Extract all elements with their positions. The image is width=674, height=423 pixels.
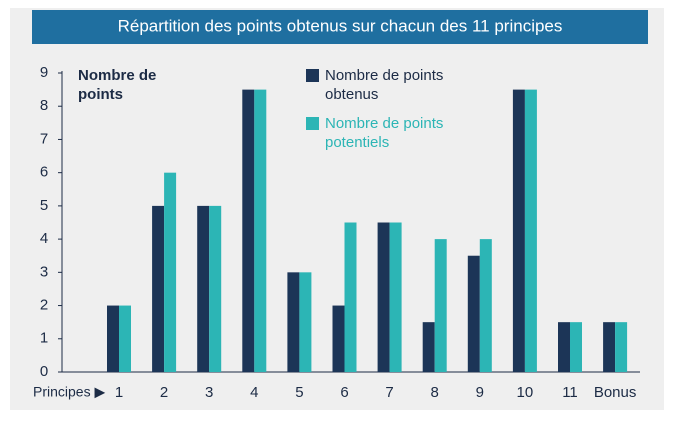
bar — [615, 322, 628, 372]
bar — [467, 255, 480, 372]
bar — [299, 272, 312, 372]
bar — [422, 322, 435, 372]
y-tick-label: 7 — [40, 130, 48, 147]
legend-swatch — [306, 69, 319, 82]
bar — [287, 272, 300, 372]
bar — [242, 89, 255, 372]
x-tick-label: 8 — [431, 384, 439, 401]
y-tick-label: 1 — [40, 330, 48, 347]
bar — [389, 222, 402, 372]
y-tick-label: 8 — [40, 97, 48, 114]
bar — [332, 305, 345, 372]
y-tick-label: 6 — [40, 164, 48, 181]
x-tick-label: 6 — [340, 384, 348, 401]
legend-label: Nombre de points obtenus — [325, 67, 444, 103]
title-banner — [32, 10, 648, 44]
bar — [512, 89, 525, 372]
bar — [152, 205, 165, 372]
x-tick-label: 5 — [295, 384, 303, 401]
bar — [197, 205, 210, 372]
x-tick-label: 11 — [562, 384, 578, 401]
x-tick-label: 1 — [115, 384, 123, 401]
bar — [603, 322, 616, 372]
y-tick-label: 2 — [40, 297, 48, 314]
x-tick-label: 2 — [160, 384, 168, 401]
bar — [209, 205, 222, 372]
x-axis-label: Principes ▶ — [33, 384, 105, 400]
x-tick-label: Bonus — [594, 384, 637, 401]
y-tick-label: 4 — [40, 230, 48, 247]
x-tick-label: 10 — [517, 384, 534, 401]
x-tick-label: 3 — [205, 384, 213, 401]
chart-title: Répartition des points obtenus sur chacu… — [118, 16, 563, 35]
bar — [558, 322, 570, 372]
bar — [434, 239, 447, 372]
y-tick-label: 9 — [40, 64, 48, 81]
y-tick-label: 3 — [40, 263, 48, 280]
bar — [479, 239, 492, 372]
legend-swatch — [306, 117, 319, 130]
bar — [119, 305, 131, 372]
bar — [570, 322, 582, 372]
x-tick-label: 9 — [476, 384, 484, 401]
legend-label: Nombre de points potentiels — [325, 115, 444, 151]
y-axis-label: Nombre de points — [78, 67, 157, 103]
bar — [254, 89, 267, 372]
x-tick-label: 7 — [385, 384, 393, 401]
bar — [377, 222, 390, 372]
bar — [344, 222, 357, 372]
x-tick-label: 4 — [250, 384, 258, 401]
y-tick-label: 0 — [40, 363, 48, 380]
y-tick-label: 5 — [40, 197, 48, 214]
bar — [107, 305, 119, 372]
bar — [524, 89, 537, 372]
bar — [164, 172, 177, 372]
